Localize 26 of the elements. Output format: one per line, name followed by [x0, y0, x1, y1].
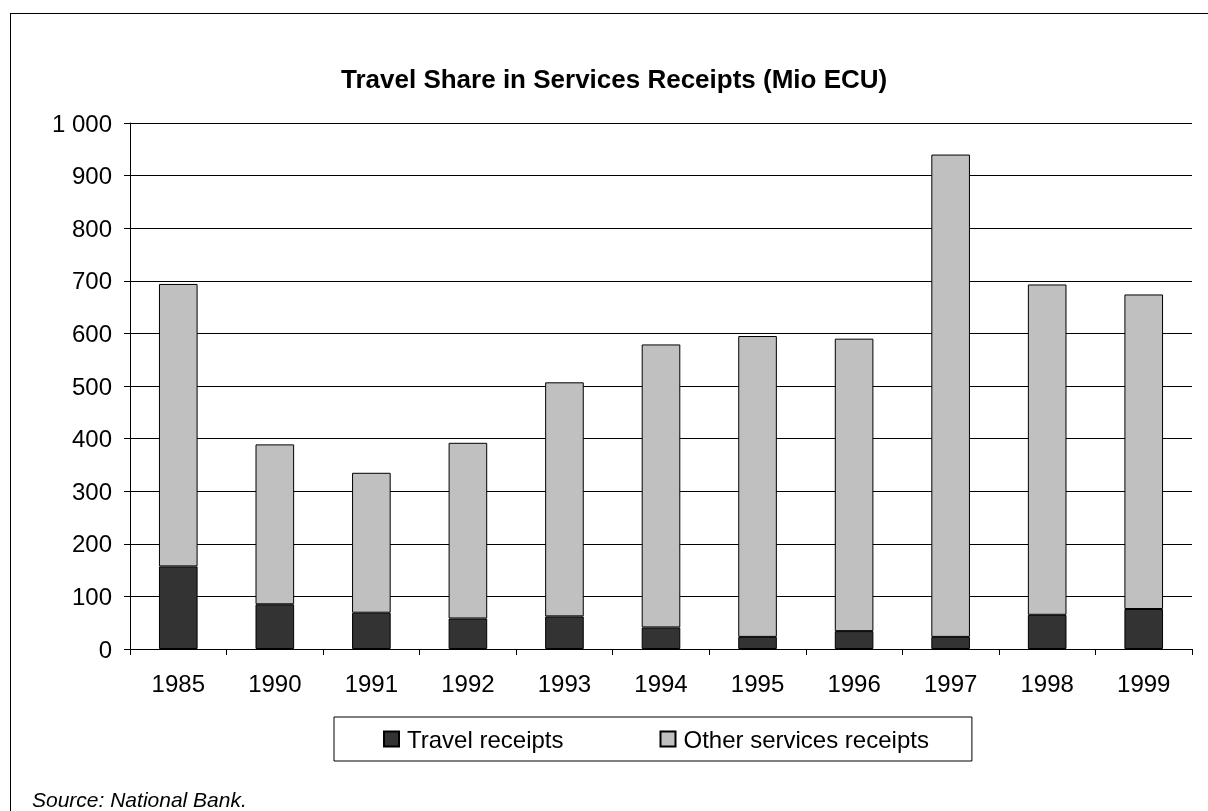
y-tick-label: 400 — [71, 425, 112, 453]
x-tick-label: 1991 — [344, 669, 399, 697]
y-tick-label: 100 — [71, 582, 112, 610]
chart-title: Travel Share in Services Receipts (Mio ECU) — [341, 64, 888, 94]
y-tick-label: 900 — [71, 162, 112, 190]
x-tick-label: 1998 — [1020, 669, 1074, 697]
legend-label: Travel receipts — [407, 725, 564, 753]
y-tick-label: 800 — [71, 214, 112, 242]
x-tick-label: 1985 — [151, 669, 205, 697]
y-tick-label: 300 — [71, 477, 112, 505]
y-tick-label: 200 — [71, 530, 112, 558]
x-tick-label: 1995 — [730, 669, 785, 697]
y-tick-label: 700 — [71, 267, 112, 295]
x-tick-label: 1990 — [248, 669, 302, 697]
y-tick-label: 1 000 — [51, 109, 112, 137]
x-tick-label: 1992 — [441, 669, 495, 697]
legend-label: Other services receipts — [683, 725, 929, 753]
x-tick-label: 1996 — [827, 669, 881, 697]
x-tick-label: 1993 — [537, 669, 592, 697]
x-tick-label: 1997 — [923, 669, 978, 697]
y-tick-label: 500 — [71, 372, 112, 400]
source-note: Source: National Bank. — [32, 788, 247, 811]
y-tick-label: 600 — [71, 319, 112, 347]
x-tick-label: 1994 — [634, 669, 688, 697]
y-tick-label: 0 — [98, 635, 112, 663]
x-tick-label: 1999 — [1117, 669, 1171, 697]
